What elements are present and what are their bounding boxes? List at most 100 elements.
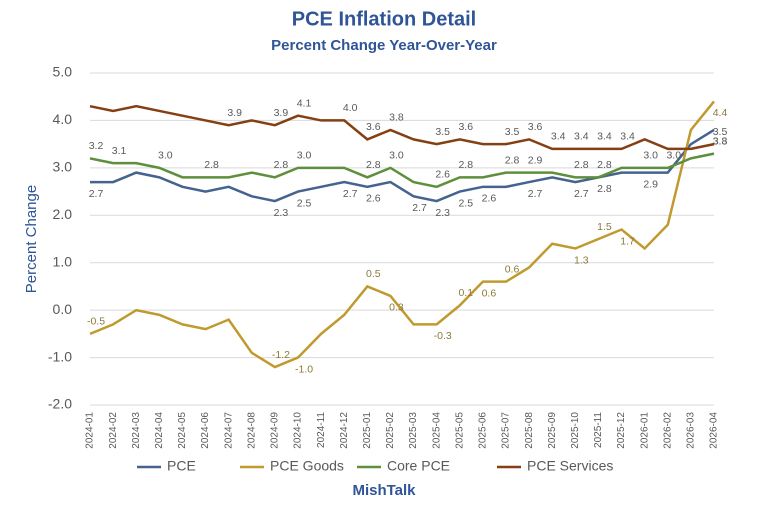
data-label: 2.3 [274, 207, 289, 219]
data-label: 1.3 [574, 254, 589, 266]
x-tick-label: 2025-02 [385, 412, 396, 449]
data-label: 4.1 [297, 97, 312, 109]
chart-title: PCE Inflation Detail [292, 8, 476, 30]
x-tick-label: 2024-04 [154, 412, 165, 449]
data-label: 2.6 [366, 193, 381, 205]
x-tick-label: 2025-04 [431, 412, 442, 449]
x-tick-label: 2024-09 [270, 412, 281, 449]
data-label: 2.6 [482, 193, 497, 205]
data-label: 3.5 [435, 126, 450, 138]
data-label: 2.9 [528, 154, 543, 166]
y-tick-label: 4.0 [53, 111, 73, 127]
x-tick-label: 2026-02 [662, 412, 673, 449]
data-label: 2.7 [412, 202, 427, 214]
x-tick-label: 2024-10 [293, 412, 304, 449]
x-tick-label: 2026-04 [709, 412, 720, 449]
y-tick-label: -1.0 [48, 348, 72, 364]
data-label: -0.5 [87, 316, 105, 328]
data-label: 2.7 [343, 188, 358, 200]
data-label: 3.9 [227, 107, 242, 119]
x-tick-label: 2025-01 [362, 412, 373, 449]
data-label: 3.8 [713, 136, 728, 148]
data-label: 2.5 [458, 197, 473, 209]
x-tick-label: 2026-03 [686, 412, 697, 449]
data-label: 3.0 [389, 150, 404, 162]
data-label: -0.3 [434, 330, 452, 342]
y-tick-label: -2.0 [48, 396, 72, 412]
y-tick-label: 3.0 [53, 159, 73, 175]
data-label: 3.4 [597, 131, 612, 143]
x-tick-label: 2025-08 [524, 412, 535, 449]
data-label: 3.4 [551, 131, 566, 143]
data-label: 2.6 [435, 169, 450, 181]
legend-label: PCE [167, 458, 196, 474]
data-label: 0.3 [389, 302, 404, 314]
x-tick-label: 2024-08 [246, 412, 257, 449]
data-label: 3.5 [713, 126, 728, 138]
x-tick-label: 2025-10 [570, 412, 581, 449]
legend-label: PCE Goods [270, 458, 344, 474]
legend-label: Core PCE [387, 458, 450, 474]
x-tick-label: 2025-09 [547, 412, 558, 449]
data-label: 4.0 [343, 102, 358, 114]
data-label: 3.5 [505, 126, 520, 138]
x-tick-label: 2025-07 [501, 412, 512, 449]
series-line [90, 128, 715, 203]
data-label: 3.4 [574, 131, 589, 143]
data-label: 1.7 [620, 235, 635, 247]
data-label: 3.6 [366, 121, 381, 133]
x-tick-label: 2024-03 [131, 412, 142, 449]
data-label: 3.3 [713, 135, 728, 147]
data-label: 3.6 [458, 121, 473, 133]
data-label: 0.6 [482, 287, 497, 299]
x-tick-label: 2024-11 [316, 412, 327, 448]
data-label: 4.4 [713, 107, 728, 119]
y-tick-label: 5.0 [53, 64, 73, 80]
data-label: 1.5 [597, 221, 612, 233]
series-line [89, 152, 715, 189]
data-label: 2.5 [297, 197, 312, 209]
data-label: 2.3 [435, 207, 450, 219]
data-label: 3.6 [528, 121, 543, 133]
data-label: -1.2 [272, 349, 290, 361]
x-tick-label: 2025-03 [408, 412, 419, 449]
x-axis-label: MishTalk [352, 482, 416, 499]
series-line [89, 100, 715, 369]
data-label: 3.9 [274, 107, 289, 119]
x-tick-label: 2024-07 [223, 412, 234, 449]
data-label: 3.0 [158, 150, 173, 162]
x-tick-label: 2025-05 [454, 412, 465, 449]
data-label: 3.0 [297, 150, 312, 162]
y-axis-label: Percent Change [23, 185, 40, 293]
data-label: 2.8 [574, 159, 589, 171]
x-tick-label: 2024-02 [108, 412, 119, 449]
data-label: 0.6 [505, 263, 520, 275]
y-tick-label: 1.0 [53, 253, 73, 269]
x-tick-label: 2024-05 [177, 412, 188, 449]
data-label: 2.7 [89, 188, 104, 200]
chart-subtitle: Percent Change Year-Over-Year [271, 37, 497, 54]
data-label: 2.8 [274, 159, 289, 171]
series-line [89, 104, 715, 151]
x-tick-label: 2024-12 [339, 412, 350, 449]
data-label: 3.8 [389, 112, 404, 124]
data-label: 0.5 [366, 268, 381, 280]
data-label: 2.7 [528, 188, 543, 200]
x-tick-label: 2026-01 [639, 412, 650, 449]
y-tick-label: 0.0 [53, 301, 73, 317]
data-label: 2.8 [458, 159, 473, 171]
data-label: 2.8 [597, 159, 612, 171]
x-tick-label: 2025-11 [593, 412, 604, 448]
data-label: 3.4 [620, 131, 635, 143]
data-label: 2.9 [643, 178, 658, 190]
data-label: 3.0 [643, 150, 658, 162]
x-tick-label: 2024-01 [85, 412, 96, 449]
data-label: 2.8 [505, 154, 520, 166]
data-label: 2.8 [366, 159, 381, 171]
y-tick-label: 2.0 [53, 206, 73, 222]
data-label: 0.1 [458, 287, 473, 299]
data-label: 2.7 [574, 188, 589, 200]
data-label: 2.8 [204, 159, 219, 171]
data-label: 3.1 [112, 145, 127, 157]
